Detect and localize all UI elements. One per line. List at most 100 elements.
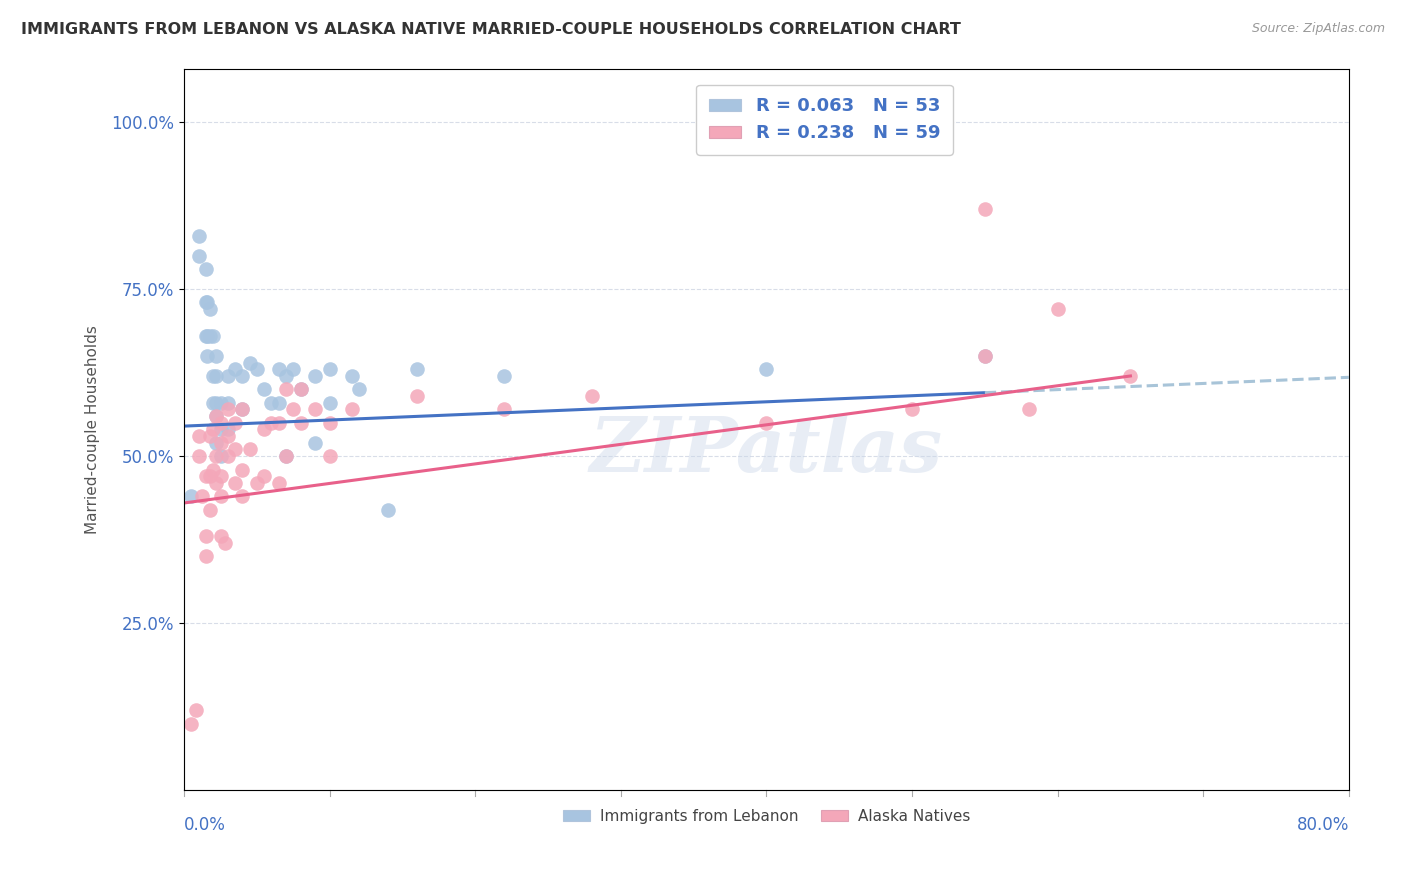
- Point: [194, 295, 217, 310]
- Point: [340, 402, 363, 417]
- Point: [304, 368, 326, 383]
- Point: [202, 395, 225, 409]
- Point: [209, 422, 232, 436]
- Point: [209, 416, 232, 430]
- Text: 0.0%: 0.0%: [184, 815, 226, 834]
- Point: [283, 362, 305, 376]
- Point: [290, 416, 312, 430]
- Point: [231, 402, 253, 417]
- Point: [274, 368, 297, 383]
- Point: [197, 349, 219, 363]
- Point: [209, 489, 232, 503]
- Point: [253, 422, 276, 436]
- Point: [267, 395, 290, 409]
- Point: [187, 429, 209, 443]
- Point: [187, 249, 209, 263]
- Point: [224, 362, 246, 376]
- Point: [377, 502, 399, 516]
- Point: [205, 409, 228, 423]
- Point: [304, 402, 326, 417]
- Point: [217, 449, 239, 463]
- Point: [319, 449, 342, 463]
- Point: [260, 395, 283, 409]
- Point: [231, 402, 253, 417]
- Point: [217, 429, 239, 443]
- Text: ZIPatlas: ZIPatlas: [591, 414, 943, 488]
- Point: [246, 475, 269, 490]
- Point: [973, 349, 995, 363]
- Point: [283, 402, 305, 417]
- Point: [239, 442, 262, 457]
- Point: [319, 416, 342, 430]
- Point: [205, 449, 228, 463]
- Point: [253, 469, 276, 483]
- Point: [194, 469, 217, 483]
- Point: [267, 416, 290, 430]
- Point: [205, 475, 228, 490]
- Point: [290, 382, 312, 396]
- Point: [347, 382, 370, 396]
- Point: [260, 416, 283, 430]
- Point: [973, 202, 995, 216]
- Point: [224, 416, 246, 430]
- Point: [267, 475, 290, 490]
- Point: [194, 329, 217, 343]
- Point: [187, 449, 209, 463]
- Point: [304, 435, 326, 450]
- Point: [209, 435, 232, 450]
- Point: [180, 716, 202, 731]
- Point: [274, 449, 297, 463]
- Point: [217, 368, 239, 383]
- Point: [184, 703, 207, 717]
- Point: [755, 362, 778, 376]
- Point: [217, 402, 239, 417]
- Point: [200, 502, 222, 516]
- Point: [973, 349, 995, 363]
- Point: [224, 442, 246, 457]
- Point: [194, 529, 217, 543]
- Point: [267, 362, 290, 376]
- Text: Source: ZipAtlas.com: Source: ZipAtlas.com: [1251, 22, 1385, 36]
- Point: [274, 449, 297, 463]
- Point: [180, 489, 202, 503]
- Point: [197, 329, 219, 343]
- Point: [274, 382, 297, 396]
- Point: [194, 549, 217, 564]
- Point: [194, 262, 217, 277]
- Point: [205, 368, 228, 383]
- Point: [246, 362, 269, 376]
- Point: [200, 429, 222, 443]
- Point: [755, 416, 778, 430]
- Point: [209, 449, 232, 463]
- Point: [319, 362, 342, 376]
- Point: [209, 469, 232, 483]
- Point: [340, 368, 363, 383]
- Point: [406, 389, 429, 403]
- Point: [290, 382, 312, 396]
- Legend: Immigrants from Lebanon, Alaska Natives: Immigrants from Lebanon, Alaska Natives: [557, 803, 976, 830]
- Point: [200, 302, 222, 317]
- Point: [319, 395, 342, 409]
- Point: [190, 489, 212, 503]
- Point: [494, 402, 516, 417]
- Point: [202, 422, 225, 436]
- Point: [205, 409, 228, 423]
- Point: [200, 329, 222, 343]
- Point: [202, 329, 225, 343]
- Point: [187, 228, 209, 243]
- Point: [231, 489, 253, 503]
- Point: [205, 395, 228, 409]
- Point: [202, 462, 225, 476]
- Point: [197, 295, 219, 310]
- Text: 80.0%: 80.0%: [1296, 815, 1348, 834]
- Point: [239, 356, 262, 370]
- Point: [901, 402, 924, 417]
- Point: [217, 422, 239, 436]
- Point: [202, 368, 225, 383]
- Point: [209, 395, 232, 409]
- Point: [494, 368, 516, 383]
- Point: [253, 382, 276, 396]
- Point: [231, 462, 253, 476]
- Point: [200, 469, 222, 483]
- Point: [209, 529, 232, 543]
